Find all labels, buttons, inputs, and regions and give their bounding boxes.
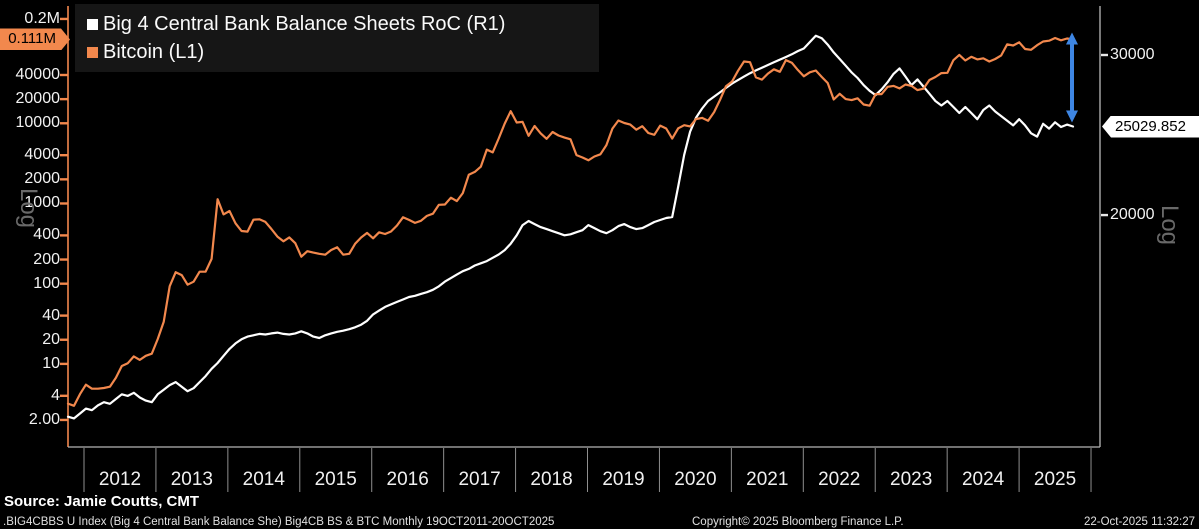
- legend-item-big4[interactable]: Big 4 Central Bank Balance Sheets RoC (R…: [87, 10, 599, 38]
- bitcoin-series-marker-icon: [87, 46, 98, 58]
- big4-last-value-badge: 25029.852: [1102, 115, 1199, 138]
- range-arrow-annotation: [1066, 32, 1078, 123]
- footer-index-info: .BIG4CBBS U Index (Big 4 Central Bank Ba…: [3, 516, 555, 528]
- left-axis-scale-label: Log: [15, 187, 42, 229]
- legend-label-bitcoin: Bitcoin (L1): [103, 40, 205, 63]
- big4-line-series: [66, 34, 1075, 420]
- footer-timestamp: 22-Oct-2025 11:32:27: [1083, 516, 1195, 528]
- legend-item-bitcoin[interactable]: Bitcoin (L1): [87, 38, 599, 66]
- footer-copyright: Copyright© 2025 Bloomberg Finance L.P.: [692, 516, 904, 528]
- right-axis-scale-label: Log: [1156, 204, 1183, 246]
- bitcoin-line-series: [66, 36, 1075, 407]
- bitcoin-last-value-badge: 0.111M: [0, 28, 70, 51]
- big4-series-marker-icon: [87, 18, 98, 30]
- legend-label-big4: Big 4 Central Bank Balance Sheets RoC (R…: [103, 12, 506, 35]
- source-attribution: Source: Jamie Coutts, CMT: [4, 493, 200, 510]
- legend: Big 4 Central Bank Balance Sheets RoC (R…: [75, 4, 599, 72]
